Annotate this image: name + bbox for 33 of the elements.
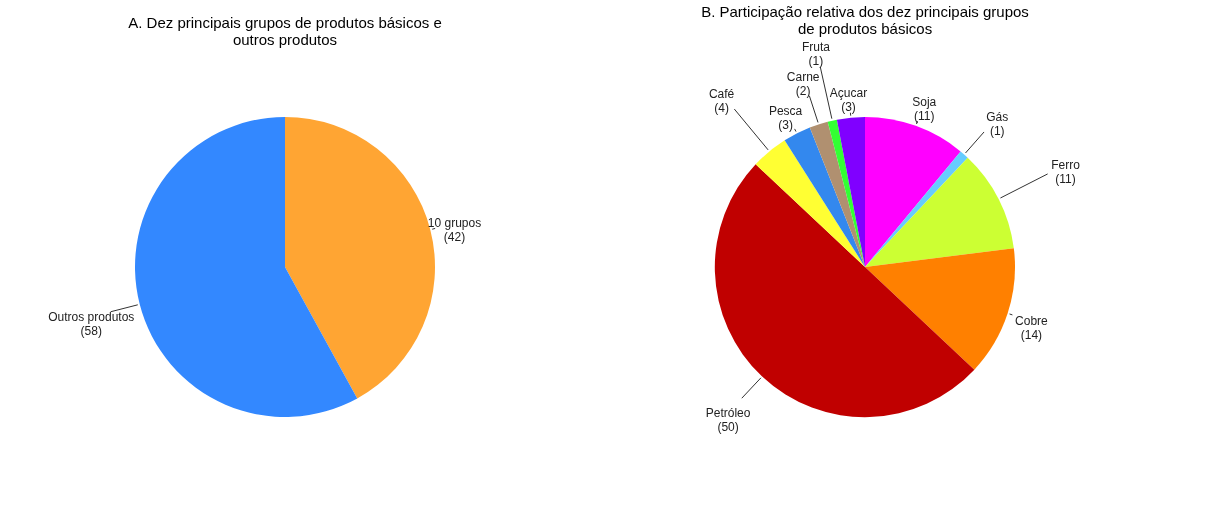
- pie-slice: [135, 117, 358, 417]
- slice-label: Ferro: [1051, 157, 1081, 172]
- pie-slice: [827, 119, 865, 267]
- data-label: (50): [717, 419, 739, 434]
- data-label: (58): [80, 323, 102, 338]
- slice-label: Gás: [986, 109, 1009, 124]
- slice-label: Café: [708, 86, 735, 101]
- slice-label: Petróleo: [705, 405, 751, 420]
- data-label: (11): [1055, 171, 1076, 186]
- slice-label: Outros produtos: [48, 309, 135, 324]
- data-label: (42): [443, 230, 466, 245]
- data-label: (1): [808, 54, 824, 69]
- data-label: (4): [714, 100, 729, 115]
- data-label: (2): [795, 83, 811, 98]
- slice-label: Pesca: [768, 104, 803, 119]
- pie-slice: [755, 140, 865, 267]
- chart-title: A. Dez principais grupos de produtos básicos e outros produtos: [128, 14, 442, 48]
- data-label: (1): [989, 123, 1005, 138]
- slice-label: 10 grupos: [427, 216, 482, 231]
- pie-slice: [836, 117, 865, 267]
- pie-slice: [809, 121, 865, 267]
- chart-title: B. Participação relativa dos dez principais grupos de produtos básicos: [701, 3, 1029, 38]
- pie-slice: [865, 157, 1014, 267]
- slice-label: Carne: [786, 69, 820, 84]
- slice-label: Açucar: [829, 85, 868, 100]
- data-label: (3): [841, 99, 856, 114]
- slice-label: Cobre: [1015, 314, 1049, 329]
- data-label: (11): [914, 109, 935, 124]
- data-label: (3): [778, 118, 793, 133]
- slice-label: Soja: [912, 95, 937, 110]
- data-label: (14): [1020, 328, 1043, 343]
- pie-slice: [865, 248, 1015, 370]
- slice-label: Fruta: [801, 40, 831, 55]
